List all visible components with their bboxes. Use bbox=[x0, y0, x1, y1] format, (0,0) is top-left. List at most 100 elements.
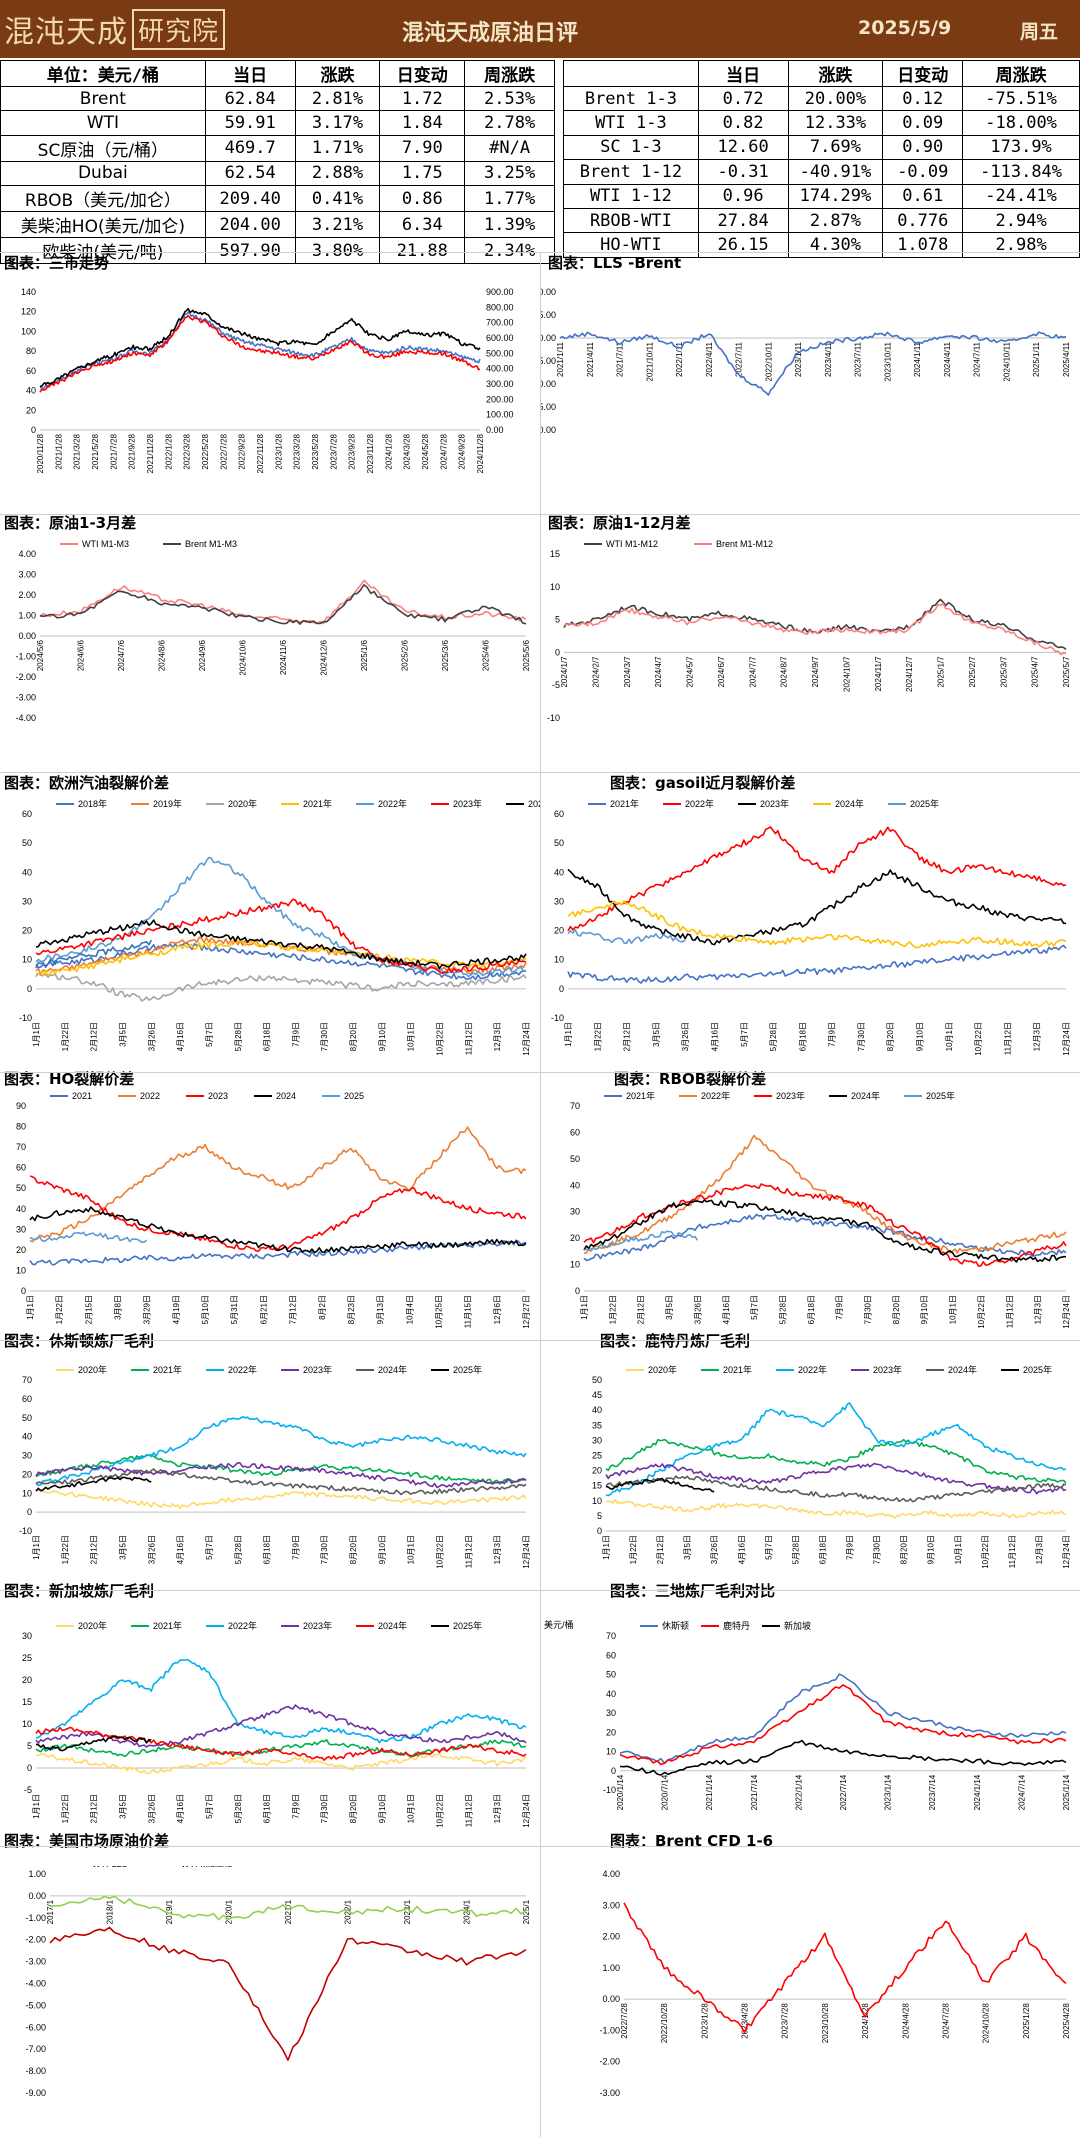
table-cell: 0.12 bbox=[882, 85, 964, 112]
legend-label: 2022年 bbox=[685, 798, 714, 809]
x-tick-label: 2023/1/28 bbox=[700, 2003, 709, 2039]
x-tick-label: 11月12日 bbox=[1005, 1295, 1014, 1328]
series-line bbox=[29, 1175, 527, 1252]
series-line bbox=[39, 307, 481, 388]
y-tick-label: 10 bbox=[570, 1260, 580, 1270]
y-tick-label: -20.00 bbox=[540, 425, 556, 435]
legend-label: 2023年 bbox=[873, 1364, 902, 1375]
y-tick-label: 70 bbox=[16, 1142, 26, 1152]
table-row: Brent 1-3 0.72 20.00% 0.12 -75.51% bbox=[563, 85, 1080, 112]
x-tick-label: 2023/5/28 bbox=[311, 433, 320, 469]
x-tick-label: 2月12日 bbox=[656, 1535, 665, 1564]
legend-label: 2024 bbox=[276, 1092, 296, 1101]
series-line bbox=[605, 1498, 1067, 1519]
chart-c13: 1.00 0.00 -1.00 -2.00 -3.00 -4.00 -5.00 -6.00 -7… bbox=[25, 1866, 531, 2098]
legend-label: 2021年 bbox=[153, 1620, 182, 1631]
y-tick-label: 40 bbox=[22, 867, 32, 877]
legend-label: 2021年 bbox=[303, 798, 332, 809]
y-tick-label: 10 bbox=[554, 955, 564, 965]
x-tick-label: 3月5日 bbox=[665, 1295, 674, 1320]
table-row: Brent 1-12 -0.31 -40.91% -0.09 -113.84% bbox=[563, 159, 1080, 185]
chart-title: 图表：原油1-3月差 bbox=[4, 514, 137, 532]
x-tick-label: 10月1日 bbox=[949, 1295, 958, 1324]
x-tick-label: 2月15日 bbox=[84, 1295, 93, 1324]
table-cell: 27.84 bbox=[697, 207, 789, 234]
x-tick-label: 2024/9/7 bbox=[811, 656, 820, 688]
y-tick-label: 0.00 bbox=[28, 1891, 46, 1901]
x-tick-label: 11月12日 bbox=[464, 1794, 473, 1827]
x-tick-label: 3月5日 bbox=[683, 1535, 692, 1560]
legend-label: 2023年 bbox=[760, 798, 789, 809]
y-tick-label: 20 bbox=[22, 926, 32, 936]
series-line bbox=[605, 1477, 715, 1493]
series-line bbox=[583, 1213, 1067, 1262]
x-tick-label: 2022/1 bbox=[344, 1899, 353, 1924]
x-tick-label: 4月16日 bbox=[710, 1022, 719, 1051]
series-line bbox=[619, 1739, 1067, 1776]
series-line bbox=[29, 1206, 527, 1254]
legend-label: 2025年 bbox=[926, 1092, 955, 1101]
x-tick-label: 2024/10/11 bbox=[1002, 341, 1011, 381]
x-tick-label: 8月23日 bbox=[347, 1295, 356, 1324]
legend-label: WTI-Midland bbox=[181, 1866, 232, 1869]
legend-label: 2018年 bbox=[78, 798, 107, 809]
series-line bbox=[35, 1738, 527, 1758]
y-tick-label: 40 bbox=[554, 867, 564, 877]
table-row: SC原油（元/桶） 469.7 1.71% 7.90 #N/A bbox=[0, 134, 555, 162]
y-tick-label: 0 bbox=[575, 1286, 580, 1296]
y-tick-label: 30 bbox=[22, 896, 32, 906]
x-tick-label: 6月21日 bbox=[259, 1295, 268, 1324]
x-tick-label: 1月1日 bbox=[564, 1022, 573, 1047]
table-row: SC 1-3 12.60 7.69% 0.90 173.9% bbox=[563, 134, 1080, 161]
y-tick-label: -5.00 bbox=[540, 356, 556, 366]
series-line bbox=[35, 856, 527, 978]
y-axis-label: 美元/桶 bbox=[544, 1619, 574, 1630]
x-tick-label: 2024/6/7 bbox=[717, 656, 726, 688]
x-tick-label: 2020/7/14 bbox=[661, 1774, 670, 1810]
x-tick-label: 3月29日 bbox=[143, 1295, 152, 1324]
table-cell: 1.078 bbox=[882, 232, 964, 258]
x-tick-label: 2月12日 bbox=[623, 1022, 632, 1051]
y2-tick-label: 300.00 bbox=[486, 379, 514, 389]
x-tick-label: 7月12日 bbox=[289, 1295, 298, 1324]
y2-tick-label: 900.00 bbox=[486, 287, 514, 297]
x-tick-label: 3月26日 bbox=[681, 1022, 690, 1051]
y-tick-label: 5.00 bbox=[540, 310, 556, 320]
table-cell: 涨跌 bbox=[787, 60, 884, 87]
x-tick-label: 5月28日 bbox=[791, 1535, 800, 1564]
x-tick-label: 1月22日 bbox=[61, 1022, 70, 1051]
x-tick-label: 2021/1/11 bbox=[556, 341, 565, 377]
chart-title: 图表：三地炼厂毛利对比 bbox=[610, 1582, 776, 1600]
table-cell: 2.53% bbox=[464, 85, 555, 112]
chart-title: 图表：休斯顿炼厂毛利 bbox=[4, 1332, 155, 1350]
x-tick-label: 1月22日 bbox=[61, 1794, 70, 1823]
x-tick-label: 1月1日 bbox=[602, 1535, 611, 1560]
x-tick-label: 2024/10/7 bbox=[842, 656, 851, 692]
legend-label: 鹿特丹 bbox=[723, 1620, 750, 1631]
legend-label: 2025年 bbox=[453, 1620, 482, 1631]
x-tick-label: 5月7日 bbox=[750, 1295, 759, 1320]
x-tick-label: 3月26日 bbox=[147, 1022, 156, 1051]
table-cell: HO-WTI bbox=[563, 232, 699, 258]
y-tick-label: 0.00 bbox=[602, 1994, 620, 2004]
y-tick-label: 50 bbox=[606, 1670, 616, 1680]
legend-label: 2025 bbox=[344, 1092, 364, 1101]
x-tick-label: 12月24日 bbox=[522, 1022, 531, 1056]
x-tick-label: 2022/7/11 bbox=[735, 341, 744, 377]
x-tick-label: 2025/2/7 bbox=[968, 656, 977, 688]
x-tick-label: 2024/6/6 bbox=[77, 639, 86, 671]
y-tick-label: 50 bbox=[22, 838, 32, 848]
x-tick-label: 2025/4/11 bbox=[1062, 341, 1071, 377]
chart-title: 图表：LLS -Brent bbox=[548, 254, 682, 272]
x-tick-label: 2022/1/14 bbox=[794, 1774, 803, 1810]
legend-label: 2022 bbox=[140, 1092, 160, 1101]
y-tick-label: -10 bbox=[19, 1013, 32, 1023]
y2-tick-label: 0.00 bbox=[486, 425, 504, 435]
table-cell: 周涨跌 bbox=[464, 60, 555, 87]
y-tick-label: 80 bbox=[26, 346, 36, 356]
y-tick-label: 10 bbox=[22, 955, 32, 965]
y2-tick-label: 400.00 bbox=[486, 364, 514, 374]
x-tick-label: 4月16日 bbox=[176, 1022, 185, 1051]
x-tick-label: 2020/1/14 bbox=[616, 1774, 625, 1810]
x-tick-label: 2022/7/28 bbox=[219, 433, 228, 469]
